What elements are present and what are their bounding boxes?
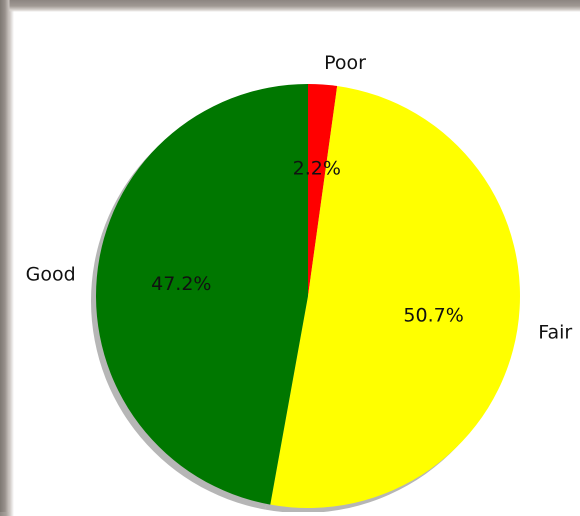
slice-percent-good: 47.2% [151, 273, 211, 295]
pie-slice-fair [270, 86, 521, 509]
slice-label-poor: Poor [324, 52, 366, 74]
window-left-border [0, 0, 10, 512]
slice-percent-fair: 50.7% [403, 305, 463, 327]
slice-percent-poor: 2.2% [293, 158, 341, 180]
pie-slice-poor [308, 84, 338, 296]
slice-label-fair: Fair [538, 321, 572, 343]
window-top-border [0, 0, 580, 12]
pie-labels: Poor 2.2% Fair 50.7% Good 47.2% [26, 52, 573, 343]
slice-label-good: Good [26, 264, 76, 286]
pie-slices [95, 84, 521, 509]
pie-slice-good [95, 84, 309, 505]
